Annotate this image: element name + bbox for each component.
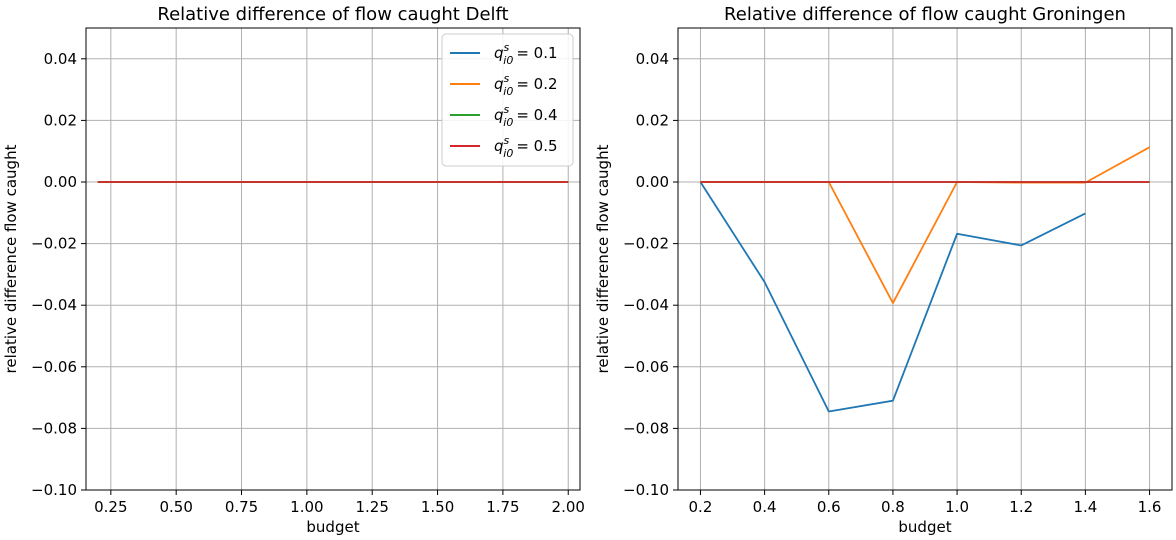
y-tick-label: 0.00 [44, 173, 77, 191]
chart-delft: 0.25 0.50 0.75 1.00 1.25 1.50 1.75 2.00 0.04 0.02… [2, 4, 585, 536]
y-tick-label: −0.10 [31, 481, 77, 499]
chart-title: Relative difference of flow caught Delft [157, 4, 508, 25]
y-axis-label: relative difference flow caught [2, 144, 20, 373]
y-tick-label: −0.06 [623, 358, 669, 376]
legend-entry: qs i0 = 0.1 [494, 41, 558, 67]
x-tick-label: 0.4 [753, 498, 777, 516]
x-tick-label: 0.8 [881, 498, 905, 516]
y-tick-label: −0.06 [31, 358, 77, 376]
y-tick-label: −0.02 [623, 235, 669, 253]
y-tick-label: −0.04 [31, 296, 77, 314]
axes-frame [677, 27, 1173, 491]
y-tick-label: 0.02 [636, 111, 669, 129]
chart-title: Relative difference of flow caught Groni… [724, 4, 1126, 25]
chart-groningen: 0.2 0.4 0.6 0.8 1.0 1.2 1.4 1.6 0.04 0.02 0.00 −0.0… [594, 4, 1173, 536]
series-line-0 [699, 181, 1086, 413]
x-tick-label: 1.4 [1073, 498, 1097, 516]
y-tick-label: 0.00 [636, 173, 669, 191]
series-line-1 [700, 146, 1150, 304]
axes-frame [85, 27, 581, 491]
y-tick-label: 0.02 [44, 111, 77, 129]
x-tick-label: 1.75 [486, 498, 519, 516]
x-tick-label: 1.0 [945, 498, 969, 516]
y-axis-label: relative difference flow caught [594, 144, 612, 373]
x-axis-label: budget [898, 518, 951, 536]
x-tick-label: 1.6 [1138, 498, 1162, 516]
x-tick-label: 0.2 [689, 498, 713, 516]
x-tick-label: 1.00 [290, 498, 323, 516]
legend-box [441, 33, 574, 167]
y-tick-label: −0.08 [623, 419, 669, 437]
y-tick-label: −0.08 [31, 419, 77, 437]
legend-entry: qs i0 = 0.5 [494, 134, 558, 160]
legend-entry: qs i0 = 0.2 [494, 72, 558, 98]
x-tick-label: 1.25 [356, 498, 389, 516]
x-tick-label: 1.2 [1009, 498, 1033, 516]
y-tick-label: −0.10 [623, 481, 669, 499]
y-tick-label: −0.04 [623, 296, 669, 314]
x-tick-label: 0.50 [159, 498, 192, 516]
legend-entry: qs i0 = 0.4 [494, 103, 558, 129]
x-tick-label: 0.75 [225, 498, 258, 516]
x-tick-label: 1.50 [421, 498, 454, 516]
x-tick-label: 0.6 [817, 498, 841, 516]
y-tick-label: 0.04 [636, 50, 669, 68]
x-tick-label: 0.25 [94, 498, 127, 516]
y-tick-label: 0.04 [44, 50, 77, 68]
x-axis-label: budget [306, 518, 359, 536]
x-tick-label: 2.00 [552, 498, 585, 516]
y-tick-label: −0.02 [31, 235, 77, 253]
